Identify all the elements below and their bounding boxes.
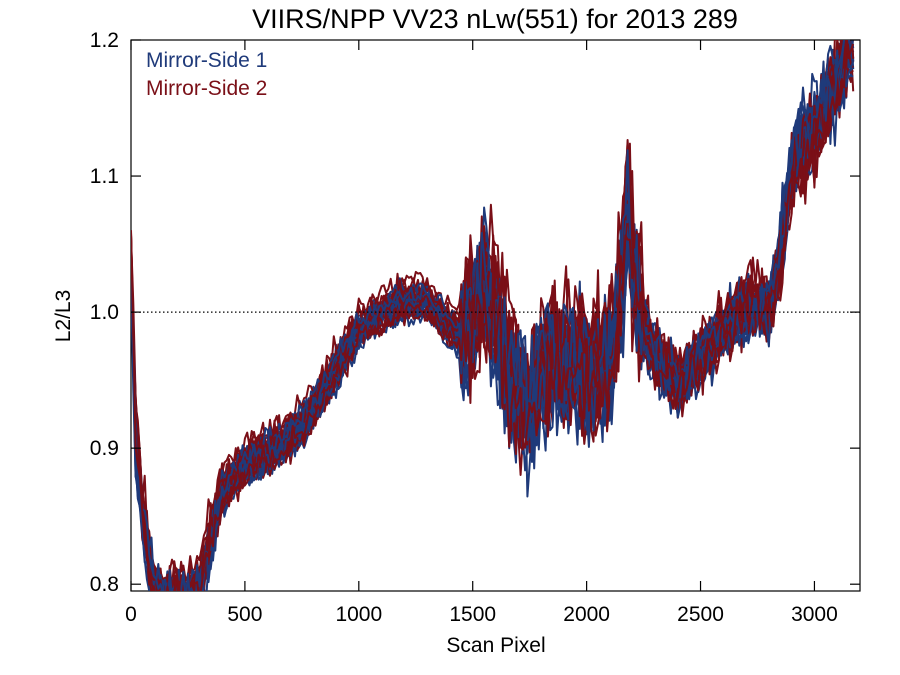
x-tick-label: 0 bbox=[125, 603, 137, 626]
x-axis-label: Scan Pixel bbox=[446, 634, 545, 657]
y-axis-label: L2/L3 bbox=[52, 290, 75, 343]
y-tick-label: 1.2 bbox=[90, 29, 119, 52]
legend-entry-1: Mirror-Side 1 bbox=[146, 49, 267, 72]
y-tick-label: 0.8 bbox=[90, 573, 119, 596]
x-tick-label: 2500 bbox=[677, 603, 724, 626]
y-tick-label: 1.0 bbox=[90, 301, 119, 324]
chart-title: VIIRS/NPP VV23 nLw(551) for 2013 289 bbox=[252, 4, 738, 34]
ticks-layer: 0 500 1000 1500 2000 2500 3000 0.8 0.9 1.0 1.1 1.2 bbox=[90, 29, 860, 626]
y-tick-label: 1.1 bbox=[90, 165, 119, 188]
y-tick-label: 0.9 bbox=[90, 437, 119, 460]
series-layer bbox=[131, 40, 855, 591]
x-tick-label: 1000 bbox=[335, 603, 382, 626]
x-tick-label: 500 bbox=[227, 603, 262, 626]
legend: Mirror-Side 1 Mirror-Side 2 bbox=[146, 49, 267, 100]
legend-entry-2: Mirror-Side 2 bbox=[146, 77, 267, 100]
series-line-2-16 bbox=[131, 40, 855, 591]
x-tick-label: 3000 bbox=[791, 603, 838, 626]
x-tick-label: 1500 bbox=[449, 603, 496, 626]
x-tick-label: 2000 bbox=[563, 603, 610, 626]
